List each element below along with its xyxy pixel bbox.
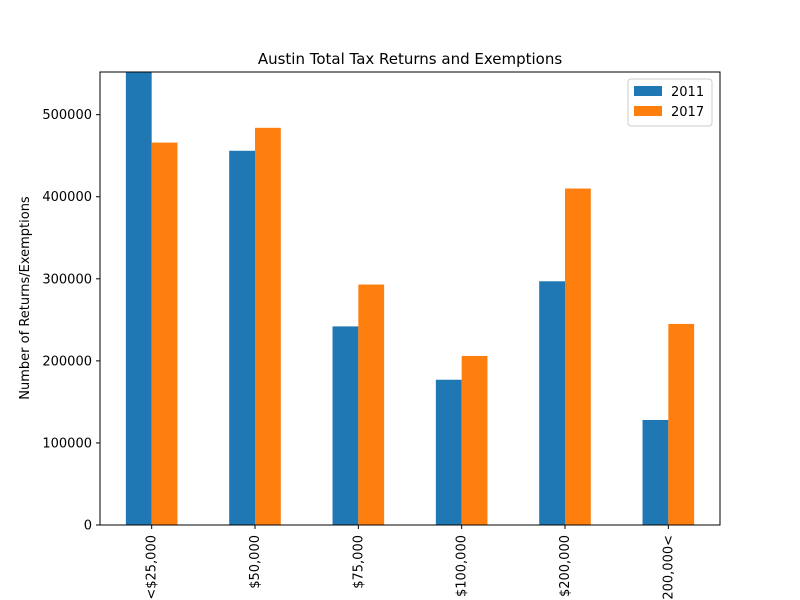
y-tick-label-1: 100000	[42, 436, 92, 451]
bar-2017-4	[565, 188, 591, 526]
plot-frame	[99, 71, 721, 526]
bar-2011-3	[435, 379, 462, 525]
legend-label-2011: 2011	[671, 85, 704, 100]
axes-layer	[99, 71, 721, 526]
bar-2017-2	[358, 284, 385, 525]
x-tick-label-5: $200,000<	[661, 535, 676, 600]
chart-title: Austin Total Tax Returns and Exemptions	[258, 50, 563, 68]
x-tick-label-4: $200,000	[558, 535, 573, 597]
legend-swatch-2011	[634, 86, 662, 96]
bar-2011-0	[125, 72, 152, 525]
y-tick-label-2: 200000	[42, 354, 92, 369]
x-tick-label-2: $75,000	[351, 535, 366, 589]
bar-2017-5	[668, 323, 695, 525]
bar-2011-1	[229, 150, 255, 526]
bars-layer	[125, 72, 695, 526]
x-tick-label-0: <$25,000	[145, 535, 160, 600]
y-tick-label-0: 0	[84, 519, 92, 534]
x-tick-label-1: $50,000	[248, 535, 263, 589]
bar-2011-2	[332, 326, 359, 525]
y-axis-label: Number of Returns/Exemptions	[18, 196, 33, 400]
x-tick-label-3: $100,000	[455, 535, 470, 597]
legend-label-2017: 2017	[671, 105, 704, 120]
bar-2011-4	[539, 281, 565, 525]
legend-swatch-2017	[634, 106, 662, 116]
y-tick-label-4: 400000	[42, 190, 92, 205]
ticks-layer: <$25,000 $50,000 $75,000 $100,000 $200,000 $2…	[42, 108, 676, 600]
bar-2011-5	[642, 419, 669, 525]
bar-2017-0	[151, 142, 178, 525]
bar-2017-1	[255, 127, 281, 525]
y-tick-label-3: 300000	[42, 272, 92, 287]
y-tick-label-5: 500000	[42, 108, 92, 123]
legend: 2011 2017	[627, 78, 713, 127]
bar-2017-3	[461, 355, 488, 525]
